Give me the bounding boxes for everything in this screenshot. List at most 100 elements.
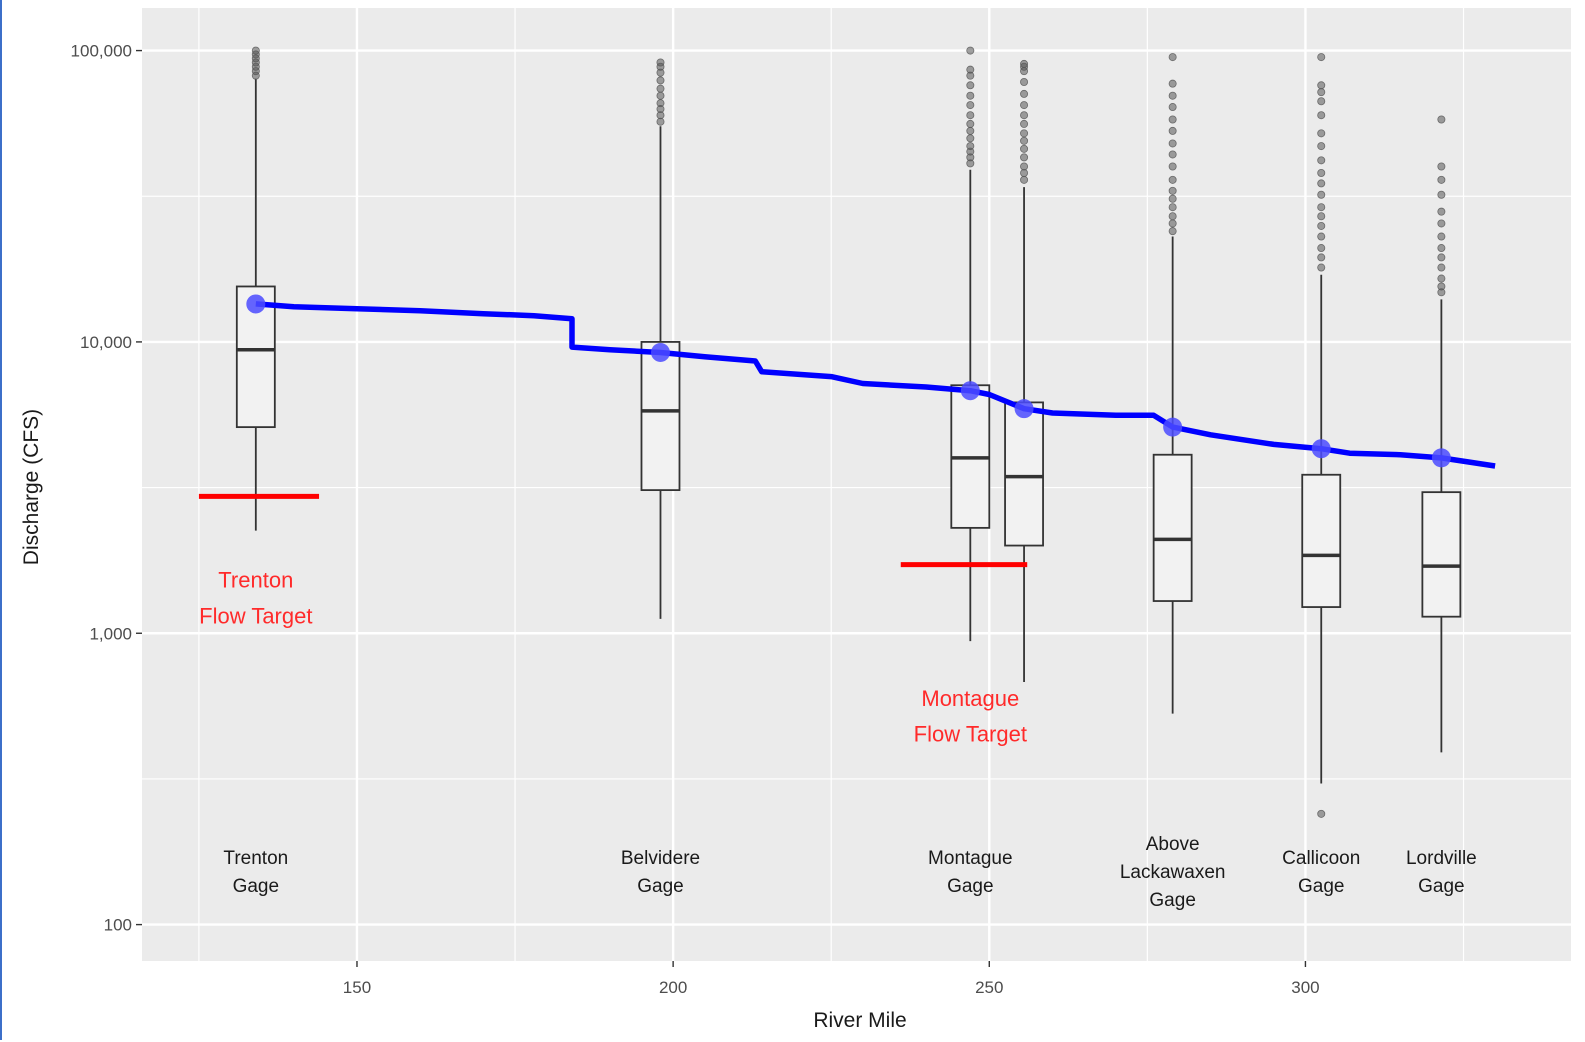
boxplot-outlier	[966, 91, 975, 100]
gage-labels: Trenton Gage Belvidere Gage Montague Gage Abov…	[223, 834, 1476, 911]
boxplot-outlier	[1437, 232, 1446, 241]
x-tick-label: 300	[1291, 978, 1319, 997]
boxplot-outlier	[1020, 119, 1029, 128]
y-tick-label: 100,000	[71, 42, 132, 61]
boxplot-outlier	[656, 91, 665, 100]
boxplot-outlier	[1437, 219, 1446, 228]
gage-label: Above	[1146, 834, 1200, 855]
boxplot-outlier	[251, 46, 260, 55]
boxplot-outlier	[1020, 144, 1029, 153]
boxplot-outlier	[1437, 274, 1446, 283]
gage-label: Gage	[1149, 890, 1195, 911]
boxplot-outlier	[1168, 219, 1177, 228]
boxplot-outlier	[1168, 103, 1177, 112]
boxplot-outlier	[1437, 190, 1446, 199]
boxplot-outlier	[1317, 169, 1326, 178]
y-tick-label: 10,000	[80, 333, 132, 352]
boxplot-outlier	[1317, 232, 1326, 241]
boxplot-outlier	[1317, 53, 1326, 62]
flow-line	[255, 301, 1496, 469]
boxplot-outlier	[1020, 78, 1029, 87]
boxplot-outlier	[1317, 253, 1326, 262]
boxplot-outlier	[656, 84, 665, 93]
gage-label: Gage	[1298, 876, 1344, 897]
boxplot	[950, 46, 991, 642]
boxplot-outlier	[966, 101, 975, 110]
boxplot-outlier	[1168, 53, 1177, 62]
boxplot-outlier	[1317, 221, 1326, 230]
y-tick-label: 100	[104, 916, 132, 935]
y-tick-label: 1,000	[89, 624, 132, 643]
x-axis-ticks: 150 200 250 300	[343, 961, 1320, 997]
boxplot	[1152, 53, 1193, 714]
boxplot-outlier	[1020, 162, 1029, 171]
boxplot-outlier	[1317, 81, 1326, 90]
boxplot-outlier	[1437, 175, 1446, 184]
boxplot-outlier	[966, 126, 975, 135]
flow-series	[246, 294, 1496, 469]
flow-point	[1431, 448, 1451, 468]
boxplot-box	[1301, 473, 1342, 608]
boxplot-box	[640, 341, 681, 492]
boxplot-outlier	[1020, 129, 1029, 138]
y-axis-ticks: 100 1,000 10,000 100,000	[71, 42, 142, 935]
boxplot-outlier	[1168, 91, 1177, 100]
boxplot-outlier	[1168, 162, 1177, 171]
boxplot-outlier	[1437, 263, 1446, 272]
boxplot-outlier	[1168, 126, 1177, 135]
gage-label: Gage	[947, 876, 993, 897]
boxplot-outlier	[1168, 175, 1177, 184]
boxplot-outlier	[1317, 97, 1326, 106]
boxplot-outlier	[1437, 162, 1446, 171]
boxplot-outlier	[656, 99, 665, 108]
boxplot-outlier	[1317, 203, 1326, 212]
x-tick-label: 250	[975, 978, 1003, 997]
boxplot-outlier	[1020, 89, 1029, 98]
boxplot-outlier	[966, 65, 975, 74]
flow-point	[1163, 417, 1183, 437]
flow-target-label: Flow Target	[914, 722, 1027, 747]
flow-targets: Trenton Flow Target Montague Flow Target	[198, 493, 1028, 747]
boxplot-outlier	[1437, 115, 1446, 124]
boxplot-outlier	[1317, 111, 1326, 120]
boxplot-outlier	[1020, 111, 1029, 120]
boxplot-outlier	[1020, 59, 1029, 68]
x-tick-label: 200	[659, 978, 687, 997]
boxplot-outlier	[656, 76, 665, 85]
boxplot-outlier	[1168, 115, 1177, 124]
boxplot-outlier	[1168, 194, 1177, 203]
boxplot-outlier	[1317, 156, 1326, 165]
gage-label: Lackawaxen	[1120, 862, 1226, 883]
gage-label: Callicoon	[1282, 848, 1360, 869]
boxplot-outlier	[1020, 153, 1029, 162]
boxplot-outlier	[966, 81, 975, 90]
flow-target-label: Flow Target	[199, 604, 312, 629]
boxplots	[235, 46, 1462, 818]
boxplot-outlier	[1317, 244, 1326, 253]
boxplot-outlier	[1437, 253, 1446, 262]
boxplot-outlier	[1020, 101, 1029, 110]
boxplot-outlier	[1437, 244, 1446, 253]
boxplot-outlier	[1317, 88, 1326, 97]
flow-point	[246, 294, 266, 314]
boxplot-outlier	[1020, 175, 1029, 184]
boxplot-outlier	[1168, 212, 1177, 221]
gage-label: Belvidere	[621, 848, 700, 869]
boxplot-outlier	[1317, 809, 1326, 818]
boxplot-outlier	[1437, 207, 1446, 216]
boxplot-outlier	[1168, 79, 1177, 88]
boxplot-outlier	[966, 119, 975, 128]
boxplot-outlier	[1168, 227, 1177, 236]
boxplot-outlier	[1168, 186, 1177, 195]
flow-point	[1014, 399, 1034, 419]
flow-point	[960, 381, 980, 401]
flow-point	[1311, 439, 1331, 459]
y-axis-title: Discharge (CFS)	[20, 409, 43, 565]
boxplot-outlier	[1437, 282, 1446, 291]
boxplot-outlier	[966, 46, 975, 55]
boxplot-outlier	[1317, 129, 1326, 138]
flow-point	[650, 342, 670, 362]
boxplot	[640, 58, 681, 619]
